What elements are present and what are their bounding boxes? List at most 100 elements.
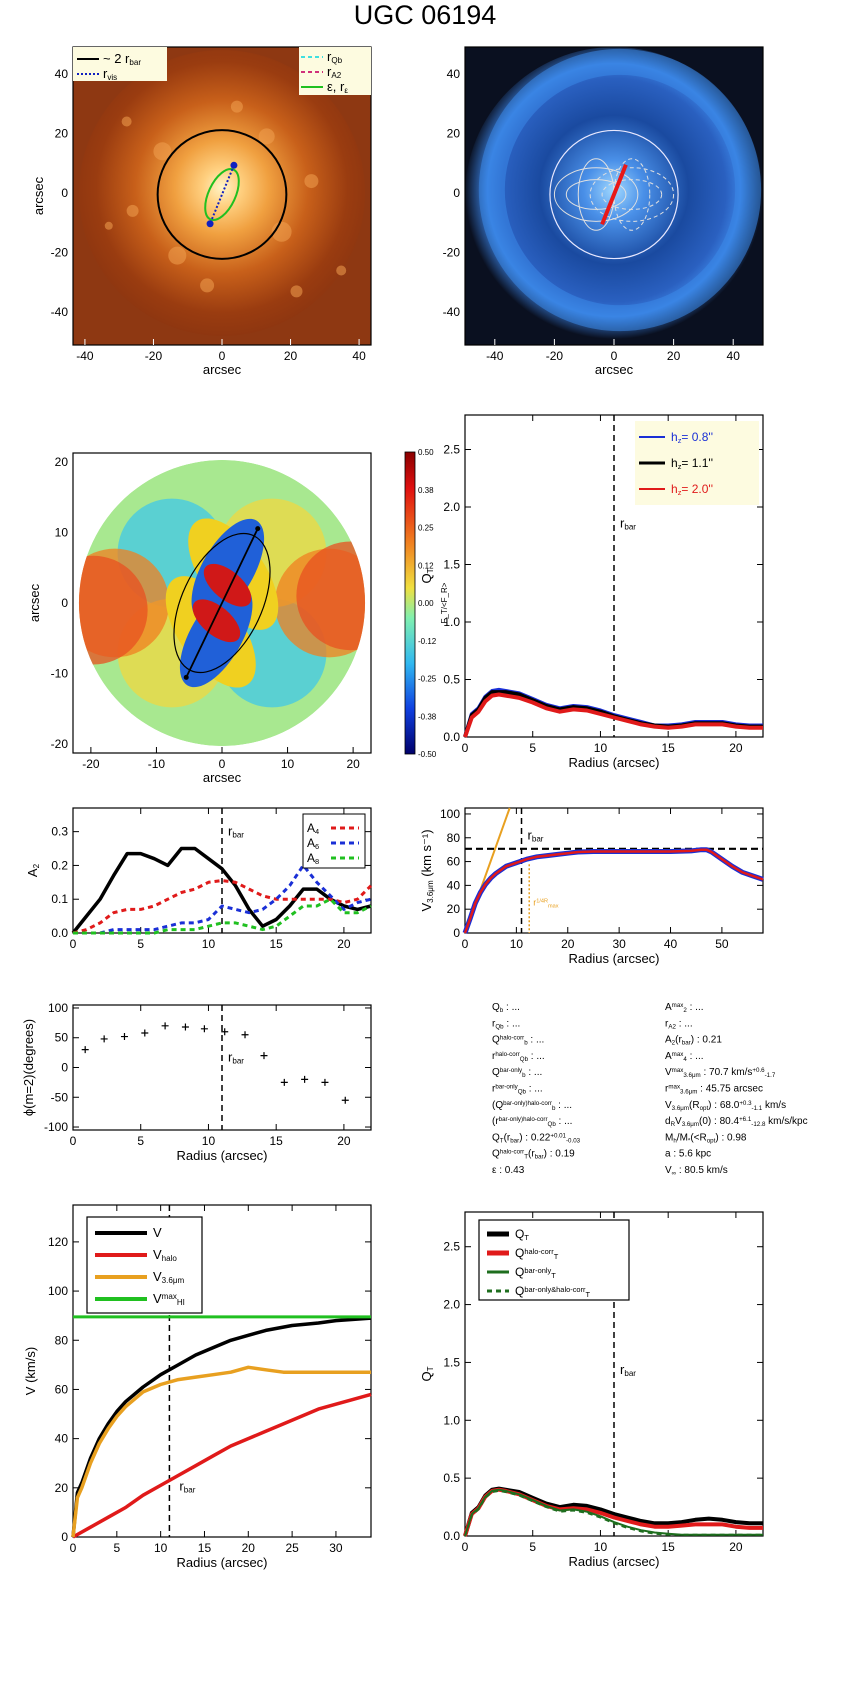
galaxy-clump [290,285,303,298]
y-tick-label: 2.0 [443,1298,460,1312]
text-part: halo-corr [524,1247,554,1256]
two-rbar-circle [549,129,679,260]
x-tick-label: 40 [664,937,678,951]
text-part: bar [624,1369,636,1378]
text-part: opt [707,1137,716,1144]
text-part: +6.1 [739,1116,752,1123]
colorbar [404,451,416,755]
text-part: 3.6μm [682,1121,699,1128]
text-part: r [327,64,332,79]
y-tick-label: 0.0 [51,926,68,940]
x-tick-label: 30 [612,937,626,951]
text-part: z [678,488,682,497]
rbar-label: rbar [620,516,636,532]
param-right-row: a : 5.6 kpc [665,1149,711,1160]
text-part: : ... [504,1018,521,1029]
text-part: halo-corr [500,1149,524,1156]
y-tick-label: 50 [55,1031,69,1045]
text-part: r [327,49,332,64]
legend-entry: Vhalo [153,1247,177,1263]
param-left-row: rbar-onlyQb : ... [492,1084,543,1096]
x-tick-label: 5 [137,1134,144,1148]
text-part: : 45.75 arcsec [697,1084,763,1095]
map-blob [296,541,366,651]
text-part: M [665,1132,673,1143]
x-tick-label: 5 [529,741,536,755]
text-part: HI [177,1298,185,1307]
x-tick-label: -20 [82,757,100,771]
phase-point [81,1046,89,1054]
galaxy-clump [104,221,113,230]
text-part: T [551,1271,556,1280]
text-part: 5.6 kpc [676,1149,711,1160]
galaxy-clump [258,128,275,145]
text-part: bar [682,1039,691,1046]
text-part: 4 [315,827,319,836]
x-tick-label: 0 [462,937,469,951]
legend-entry: Qbar-only&halo-corrT [515,1284,591,1299]
y-axis-label-text: QT [419,568,435,583]
x-tick-label: 20 [561,937,575,951]
x-tick-label: -20 [546,349,564,363]
y-axis-label-text: A2 [25,863,41,877]
bar-axis [600,163,628,226]
text-part: Qb [331,56,342,65]
y-tick-label: 20 [447,126,461,140]
param-right-row: A2(rbar) : 0.21 [665,1035,722,1047]
force-contour [589,167,675,222]
text-part: Q [515,1265,524,1279]
text-part: ε, r [327,79,345,94]
text-part: : ... [676,1018,693,1029]
vcurve-series-line [72,1392,372,1539]
text-part: Q [492,1132,500,1143]
param-right-row: rmax3.6μm : 45.75 arcsec [665,1084,763,1096]
param-right-row: Mh/M*(<Ropt) : 0.98 [665,1132,747,1144]
param-left-row: rhalo-corrQb : ... [492,1051,545,1063]
x-axis-label: Radius (arcsec) [568,1554,659,1569]
colorbar-tick-label: 0.00 [418,599,434,608]
text-part: = 1.1'' [681,456,713,470]
force-contour [601,179,663,210]
y-axis-label-text: arcsec [27,583,42,622]
param-left-row: QT(rbar) : 0.22+0.01-0.03 [492,1132,581,1144]
text-part: : ... [528,1051,545,1062]
text-part: T [426,1366,435,1371]
plot-frame [464,807,764,934]
galaxy-clump [271,221,292,242]
map-core [192,599,241,643]
text-part: r [665,1084,669,1095]
galaxy-clump [168,246,187,265]
a2-series-line [73,897,372,935]
y-tick-label: 40 [55,1432,69,1446]
ellipse-epsilon [204,168,240,221]
text-part: b [524,1039,528,1046]
text-part: Q [515,1284,524,1298]
chart-qt: 0 5 10 15 20 0.0 0.5 1.0 1.5 2.0 2.5 Radius (arcsec… [419,414,764,770]
text-part: : ... [555,1100,572,1111]
x-tick-label: 0 [462,741,469,755]
text-part: ) : 68.0 [708,1100,740,1111]
y-tick-label: 0 [453,186,460,200]
text-part: bar [535,1153,544,1160]
text-part: V [153,1269,162,1284]
text-part: T [586,1290,591,1299]
text-part: km/s [729,1067,753,1078]
text-part: * [688,1137,691,1144]
two-rbar-circle [156,129,288,260]
force-image-panel: -40 -20 0 20 40 40 20 0 -20 -40 arcsec [443,46,764,377]
text-part: = 0.8'' [681,430,713,444]
y-tick-label: 2.5 [443,1240,460,1254]
param-left-row: Qhalo-corrb : ... [492,1035,544,1047]
phase-point [100,1035,108,1043]
text-part: /M [677,1132,688,1143]
text-part: ) : 0.21 [691,1035,723,1046]
text-part: 2 [672,1039,676,1046]
text-part: : ... [687,1051,704,1062]
legend-entry: V3.6μm [153,1269,184,1285]
text-part: 6 [315,842,319,851]
text-part: max [672,1068,685,1075]
y-tick-label: 120 [48,1235,68,1249]
text-part: A [25,868,40,877]
text-part: r [492,1051,496,1062]
